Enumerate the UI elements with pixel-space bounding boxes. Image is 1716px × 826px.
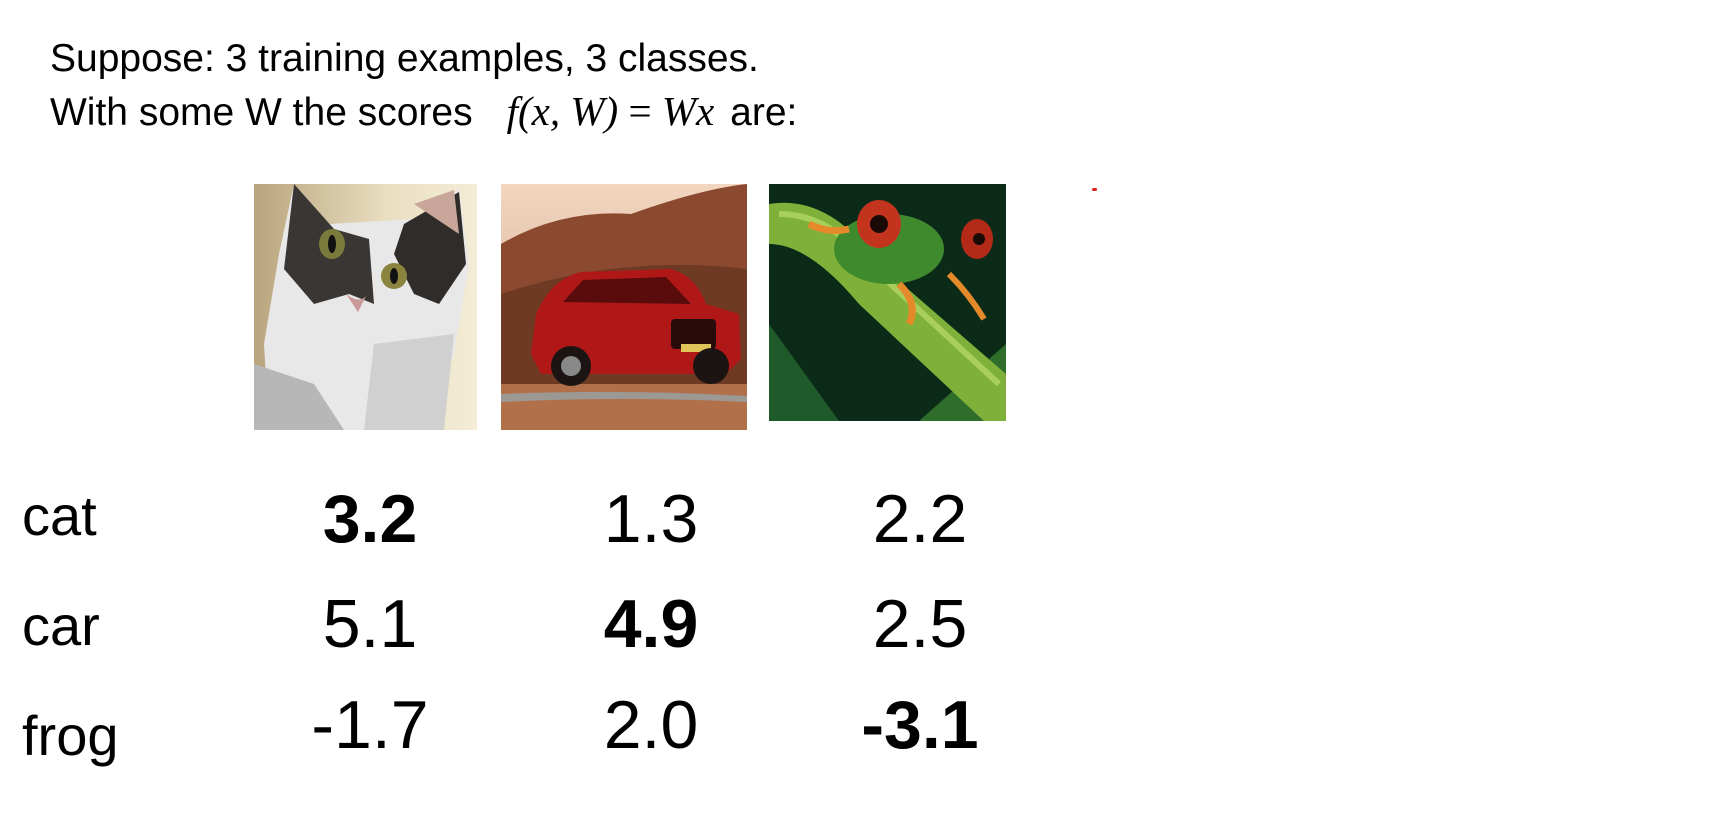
frog-image xyxy=(769,184,1006,421)
class-label-car: car xyxy=(22,594,100,657)
red-dot-mark xyxy=(1092,188,1097,191)
score-car-img2: 4.9 xyxy=(603,586,699,662)
formula-equals: = xyxy=(618,88,662,134)
score-car-img3: 2.5 xyxy=(872,586,968,662)
intro-text: Suppose: 3 training examples, 3 classes.… xyxy=(50,32,797,139)
formula-f: f xyxy=(506,88,519,134)
score-cat-img2: 1.3 xyxy=(603,481,699,557)
intro-line-2: With some W the scores f(x, W) = Wx are: xyxy=(50,85,797,139)
score-cat-img1: 3.2 xyxy=(322,481,418,557)
score-frog-img2: 2.0 xyxy=(603,687,699,763)
score-cat-img3: 2.2 xyxy=(872,481,968,557)
formula-args: (x, W) xyxy=(518,88,619,134)
score-car-img1: 5.1 xyxy=(322,586,418,662)
intro-line-2-prefix: With some W the scores xyxy=(50,91,473,134)
car-image xyxy=(501,184,747,430)
intro-line-1: Suppose: 3 training examples, 3 classes. xyxy=(50,37,759,80)
score-frog-img1: -1.7 xyxy=(311,687,429,763)
score-formula: f(x, W) = Wx xyxy=(507,88,715,134)
score-frog-img3: -3.1 xyxy=(861,687,979,763)
intro-line-2-suffix: are: xyxy=(730,91,798,134)
class-label-frog: frog xyxy=(22,704,119,767)
formula-rhs: Wx xyxy=(661,88,715,134)
class-label-cat: cat xyxy=(22,484,97,547)
cat-image xyxy=(254,184,477,430)
